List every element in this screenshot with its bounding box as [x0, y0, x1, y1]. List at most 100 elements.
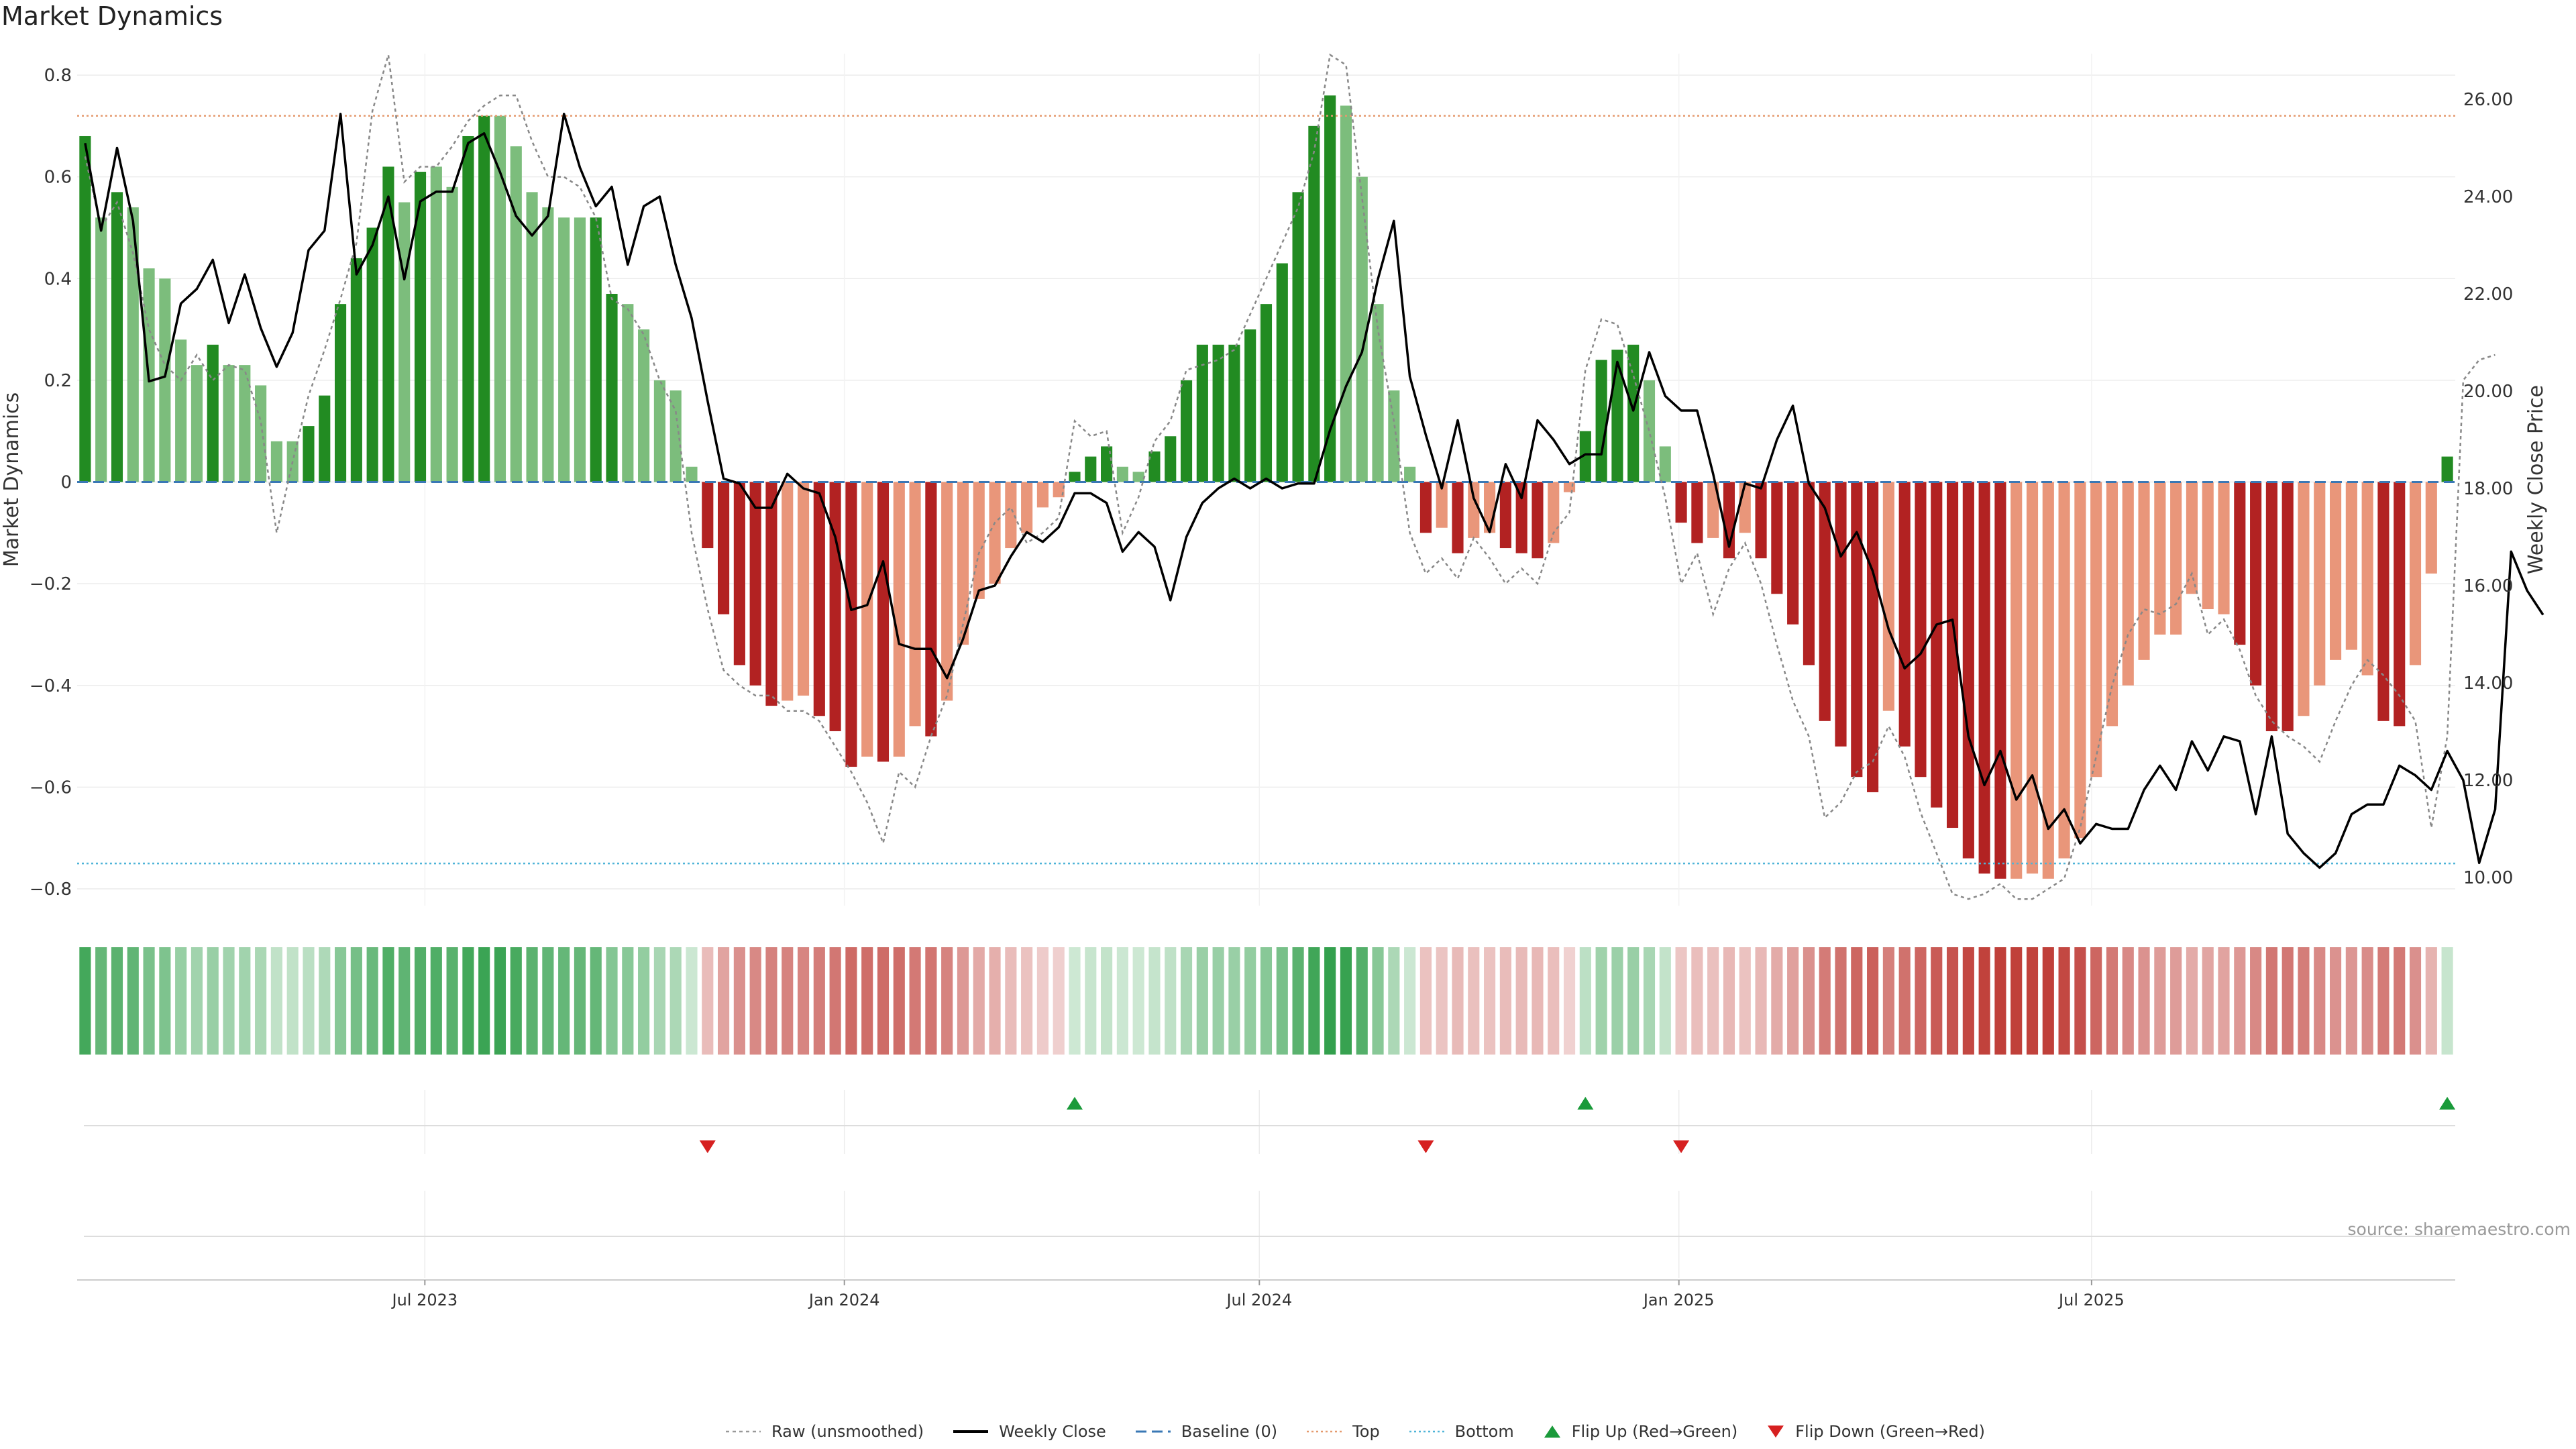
- regime-cell: [1532, 947, 1544, 1055]
- bar: [1116, 466, 1128, 482]
- bar: [2441, 456, 2453, 482]
- bar: [558, 217, 570, 482]
- bar: [1452, 482, 1464, 553]
- regime-cell: [1627, 947, 1640, 1055]
- regime-cell: [542, 947, 554, 1055]
- regime-cell: [239, 947, 251, 1055]
- regime-cell: [1819, 947, 1831, 1055]
- regime-cell: [2441, 947, 2453, 1055]
- bar: [207, 344, 219, 482]
- bar: [239, 365, 251, 482]
- bar: [2234, 482, 2246, 645]
- bar: [1228, 344, 1240, 482]
- bar: [127, 207, 139, 482]
- bar: [782, 482, 794, 701]
- bar: [797, 482, 810, 696]
- right-tick-label: 26.00: [2463, 90, 2513, 110]
- regime-cell: [2122, 947, 2134, 1055]
- regime-cell: [1643, 947, 1656, 1055]
- x-tick-label: Jul 2024: [1225, 1291, 1292, 1309]
- regime-strip: [79, 947, 2453, 1055]
- regime-cell: [2042, 947, 2054, 1055]
- regime-cell: [653, 947, 665, 1055]
- regime-cell: [2090, 947, 2102, 1055]
- regime-cell: [1787, 947, 1799, 1055]
- bar: [2218, 482, 2230, 614]
- bar: [1627, 344, 1640, 482]
- bar: [622, 304, 634, 482]
- regime-cell: [925, 947, 937, 1055]
- regime-cell: [957, 947, 969, 1055]
- regime-cell: [1867, 947, 1879, 1055]
- legend-item-bottom: Bottom: [1408, 1422, 1514, 1441]
- regime-cell: [430, 947, 442, 1055]
- bar: [1069, 472, 1081, 482]
- regime-cell: [159, 947, 171, 1055]
- regime-cell: [1803, 947, 1815, 1055]
- left-axis-title: Market Dynamics: [0, 392, 23, 568]
- bar: [1499, 482, 1511, 549]
- regime-cell: [2154, 947, 2166, 1055]
- bar: [111, 192, 123, 482]
- regime-cell: [1962, 947, 1974, 1055]
- bar: [1659, 446, 1671, 482]
- regime-cell: [79, 947, 91, 1055]
- bar: [2202, 482, 2214, 610]
- regime-cell: [1882, 947, 1894, 1055]
- legend-swatch-flip-down: [1768, 1426, 1784, 1438]
- bar: [1196, 344, 1208, 482]
- bar: [1867, 482, 1879, 792]
- regime-cell: [1755, 947, 1767, 1055]
- bar: [989, 482, 1001, 584]
- regime-cell: [702, 947, 714, 1055]
- bar: [1803, 482, 1815, 665]
- flip-up-marker: [1066, 1097, 1083, 1110]
- legend-swatch-weekly-close: [953, 1430, 989, 1433]
- regime-cell: [1978, 947, 1990, 1055]
- legend-item-flip-up: Flip Up (Red→Green): [1542, 1422, 1737, 1441]
- bar: [414, 172, 427, 482]
- bar: [2154, 482, 2166, 635]
- bar: [2042, 482, 2054, 879]
- bar: [223, 365, 235, 482]
- right-tick-label: 18.00: [2463, 479, 2513, 499]
- legend-label-top: Top: [1352, 1422, 1380, 1441]
- bar: [1994, 482, 2006, 879]
- flip-down-marker: [699, 1140, 716, 1153]
- regime-cell: [2265, 947, 2277, 1055]
- bar: [430, 166, 442, 482]
- regime-cell: [2425, 947, 2437, 1055]
- x-tick-label: Jul 2025: [2057, 1291, 2125, 1309]
- regime-cell: [1196, 947, 1208, 1055]
- bar: [1085, 456, 1097, 482]
- bar: [845, 482, 857, 767]
- bar: [542, 207, 554, 482]
- bar: [2377, 482, 2390, 721]
- legend-item-flip-down: Flip Down (Green→Red): [1766, 1422, 1985, 1441]
- bar: [1372, 304, 1384, 482]
- bar: [79, 136, 91, 482]
- regime-cell: [1739, 947, 1751, 1055]
- bar: [1005, 482, 1017, 549]
- regime-cell: [286, 947, 299, 1055]
- regime-cell: [319, 947, 331, 1055]
- bar: [1691, 482, 1703, 543]
- bar: [893, 482, 905, 757]
- regime-cell: [1548, 947, 1560, 1055]
- regime-cell: [1515, 947, 1527, 1055]
- bar: [1148, 451, 1161, 482]
- bar: [398, 202, 411, 482]
- regime-cell: [1675, 947, 1687, 1055]
- regime-cell: [2010, 947, 2023, 1055]
- legend-item-baseline: Baseline (0): [1134, 1422, 1277, 1441]
- regime-cell: [1484, 947, 1496, 1055]
- bar: [2090, 482, 2102, 777]
- regime-cell: [414, 947, 427, 1055]
- bar: [1643, 380, 1656, 482]
- regime-cell: [478, 947, 490, 1055]
- bar: [2170, 482, 2182, 635]
- left-tick-label: 0.8: [44, 66, 72, 86]
- regime-cell: [893, 947, 905, 1055]
- legend-label-flip-down: Flip Down (Green→Red): [1795, 1422, 1985, 1441]
- bar: [2314, 482, 2326, 686]
